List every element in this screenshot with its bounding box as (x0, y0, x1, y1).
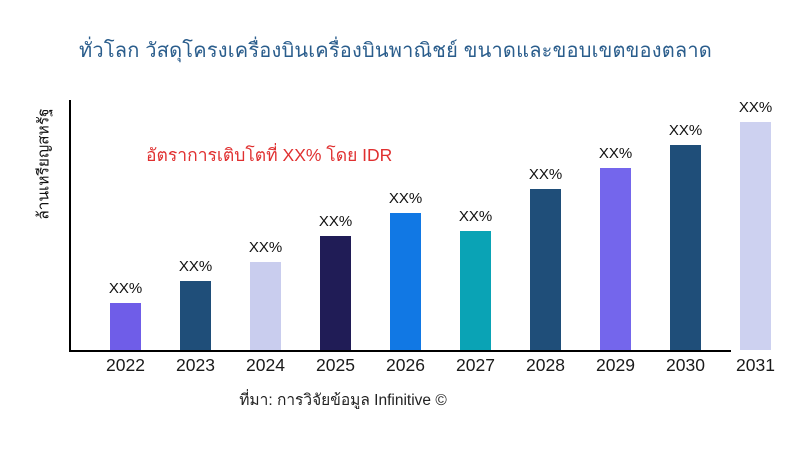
chart-title: ทั่วโลก วัสดุโครงเครื่องบินเครื่องบินพาณ… (79, 40, 712, 62)
x-axis-line (69, 350, 731, 352)
bar-2024 (250, 262, 281, 350)
x-axis-tick-2025: 2025 (316, 355, 355, 375)
x-axis-tick-2030: 2030 (666, 355, 705, 375)
bar-2030 (670, 145, 701, 350)
bar-value-label-2028: XX% (528, 166, 563, 183)
bar-value-label-2024: XX% (248, 239, 283, 256)
bar-value-label-2029: XX% (598, 145, 633, 162)
bar-2029 (600, 168, 631, 350)
growth-rate-annotation: อัตราการเติบโตที่ XX% โดย IDR (146, 145, 393, 165)
y-axis-label: ล้านเหรียญสหรัฐ (35, 108, 53, 220)
bar-value-label-2022: XX% (108, 280, 143, 297)
x-axis-tick-2029: 2029 (596, 355, 635, 375)
bar-2027 (460, 231, 491, 350)
bar-2026 (390, 213, 421, 350)
source-text: ที่มา: การวิจัยข้อมูล Infinitive © (239, 392, 447, 409)
bar-2028 (530, 189, 561, 350)
bar-2025 (320, 236, 351, 350)
x-axis-tick-2024: 2024 (246, 355, 285, 375)
x-axis-tick-2023: 2023 (176, 355, 215, 375)
y-axis-line (69, 100, 71, 352)
bar-value-label-2030: XX% (668, 122, 703, 139)
bar-value-label-2023: XX% (178, 258, 213, 275)
x-axis-tick-2028: 2028 (526, 355, 565, 375)
bar-value-label-2025: XX% (318, 213, 353, 230)
x-axis-tick-2022: 2022 (106, 355, 145, 375)
bar-2031 (740, 122, 771, 350)
bar-value-label-2026: XX% (388, 190, 423, 207)
x-axis-tick-2027: 2027 (456, 355, 495, 375)
bar-value-label-2027: XX% (458, 208, 493, 225)
bar-2022 (110, 303, 141, 350)
bar-value-label-2031: XX% (738, 99, 773, 116)
x-axis-tick-2026: 2026 (386, 355, 425, 375)
bar-2023 (180, 281, 211, 350)
x-axis-tick-2031: 2031 (736, 355, 775, 375)
